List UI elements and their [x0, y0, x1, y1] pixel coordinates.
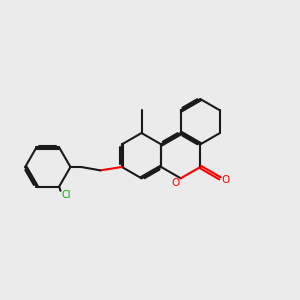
Text: Cl: Cl	[61, 190, 71, 200]
Text: O: O	[221, 175, 230, 185]
Text: O: O	[172, 178, 180, 188]
